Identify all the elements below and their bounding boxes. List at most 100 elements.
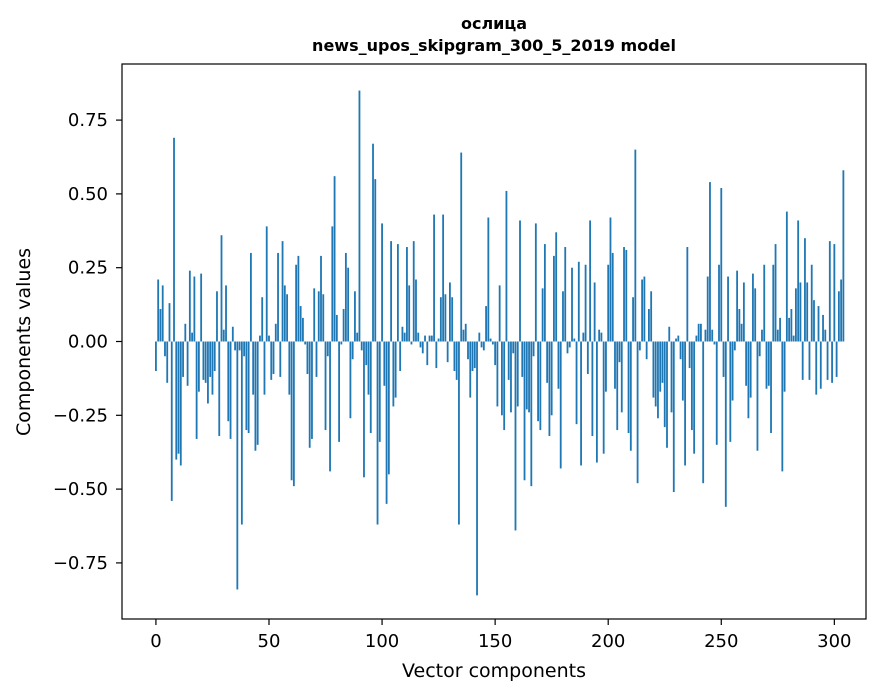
bar-257 <box>736 270 739 342</box>
bar-209 <box>627 341 630 434</box>
bar-131 <box>451 297 454 342</box>
bar-289 <box>808 341 811 380</box>
chart-title: ослица <box>461 14 527 33</box>
bar-202 <box>611 252 614 342</box>
bar-196 <box>598 329 601 342</box>
bar-121 <box>428 335 431 342</box>
bar-165 <box>528 341 530 413</box>
bar-244 <box>706 276 709 342</box>
bar-239 <box>695 335 698 342</box>
bar-248 <box>715 341 718 445</box>
bar-27 <box>216 291 218 342</box>
bar-150 <box>494 341 497 366</box>
bar-86 <box>349 341 352 419</box>
bar-146 <box>485 306 487 342</box>
bar-61 <box>292 341 295 487</box>
bar-58 <box>286 294 288 342</box>
bar-219 <box>650 291 653 342</box>
bar-191 <box>586 341 589 374</box>
bar-259 <box>740 323 743 342</box>
bar-136 <box>462 329 465 342</box>
bar-205 <box>618 341 621 363</box>
bar-105 <box>392 341 395 407</box>
bar-241 <box>700 323 702 342</box>
bar-76 <box>326 341 329 357</box>
bar-69 <box>311 341 313 439</box>
bar-294 <box>819 341 822 389</box>
bar-63 <box>297 255 300 342</box>
bar-282 <box>792 335 795 342</box>
bar-68 <box>308 341 311 448</box>
bar-298 <box>828 241 831 342</box>
y-tick-label: 0.75 <box>68 110 108 131</box>
bar-230 <box>675 338 677 342</box>
bar-176 <box>553 255 555 342</box>
bar-19 <box>197 341 200 392</box>
bar-114 <box>412 241 415 342</box>
bar-252 <box>724 341 727 507</box>
bar-40 <box>245 341 248 431</box>
bar-233 <box>681 341 684 401</box>
bar-256 <box>733 341 736 351</box>
bar-232 <box>679 341 682 360</box>
bar-208 <box>625 249 628 342</box>
bar-110 <box>403 332 406 342</box>
bar-254 <box>729 341 732 442</box>
bar-134 <box>458 341 460 525</box>
bar-231 <box>677 335 680 342</box>
bar-108 <box>399 341 402 372</box>
bar-148 <box>489 338 492 342</box>
bar-274 <box>774 244 777 342</box>
bar-234 <box>684 341 686 466</box>
bar-38 <box>240 341 243 525</box>
bar-213 <box>636 341 639 484</box>
bar-204 <box>616 341 619 431</box>
bar-43 <box>252 341 255 395</box>
bar-59 <box>288 341 291 395</box>
bar-279 <box>785 211 788 342</box>
bar-288 <box>806 282 809 342</box>
bar-223 <box>659 341 662 392</box>
bar-7 <box>170 341 173 501</box>
bar-227 <box>668 326 671 342</box>
bar-180 <box>562 291 564 342</box>
bar-170 <box>539 341 542 431</box>
bar-144 <box>480 341 483 348</box>
bar-67 <box>306 341 309 374</box>
bar-13 <box>184 323 187 342</box>
bar-5 <box>166 341 169 383</box>
bar-123 <box>433 214 435 342</box>
bar-276 <box>779 317 781 342</box>
bar-8 <box>173 137 175 342</box>
bar-286 <box>801 341 804 380</box>
bar-221 <box>654 341 657 407</box>
bar-132 <box>453 341 456 372</box>
bar-29 <box>220 235 223 342</box>
bar-147 <box>487 217 490 342</box>
bar-135 <box>460 152 463 342</box>
bar-71 <box>315 341 318 377</box>
bar-9 <box>175 341 178 460</box>
bar-12 <box>182 341 184 377</box>
bar-220 <box>652 341 655 398</box>
bar-35 <box>234 341 236 351</box>
bar-270 <box>765 341 768 389</box>
bar-74 <box>322 294 325 342</box>
bar-26 <box>213 341 216 372</box>
bar-6 <box>168 303 171 342</box>
bar-300 <box>833 244 836 342</box>
bar-194 <box>593 282 596 342</box>
bar-162 <box>521 341 524 377</box>
bar-301 <box>835 341 838 377</box>
bar-75 <box>324 341 327 431</box>
bar-54 <box>277 252 279 342</box>
bar-265 <box>754 288 757 342</box>
bar-51 <box>270 341 273 380</box>
bar-4 <box>164 341 166 357</box>
bar-210 <box>629 341 632 451</box>
bar-258 <box>738 309 741 342</box>
x-tick-label: 150 <box>478 631 512 652</box>
bar-169 <box>537 341 539 422</box>
bar-98 <box>376 341 379 525</box>
